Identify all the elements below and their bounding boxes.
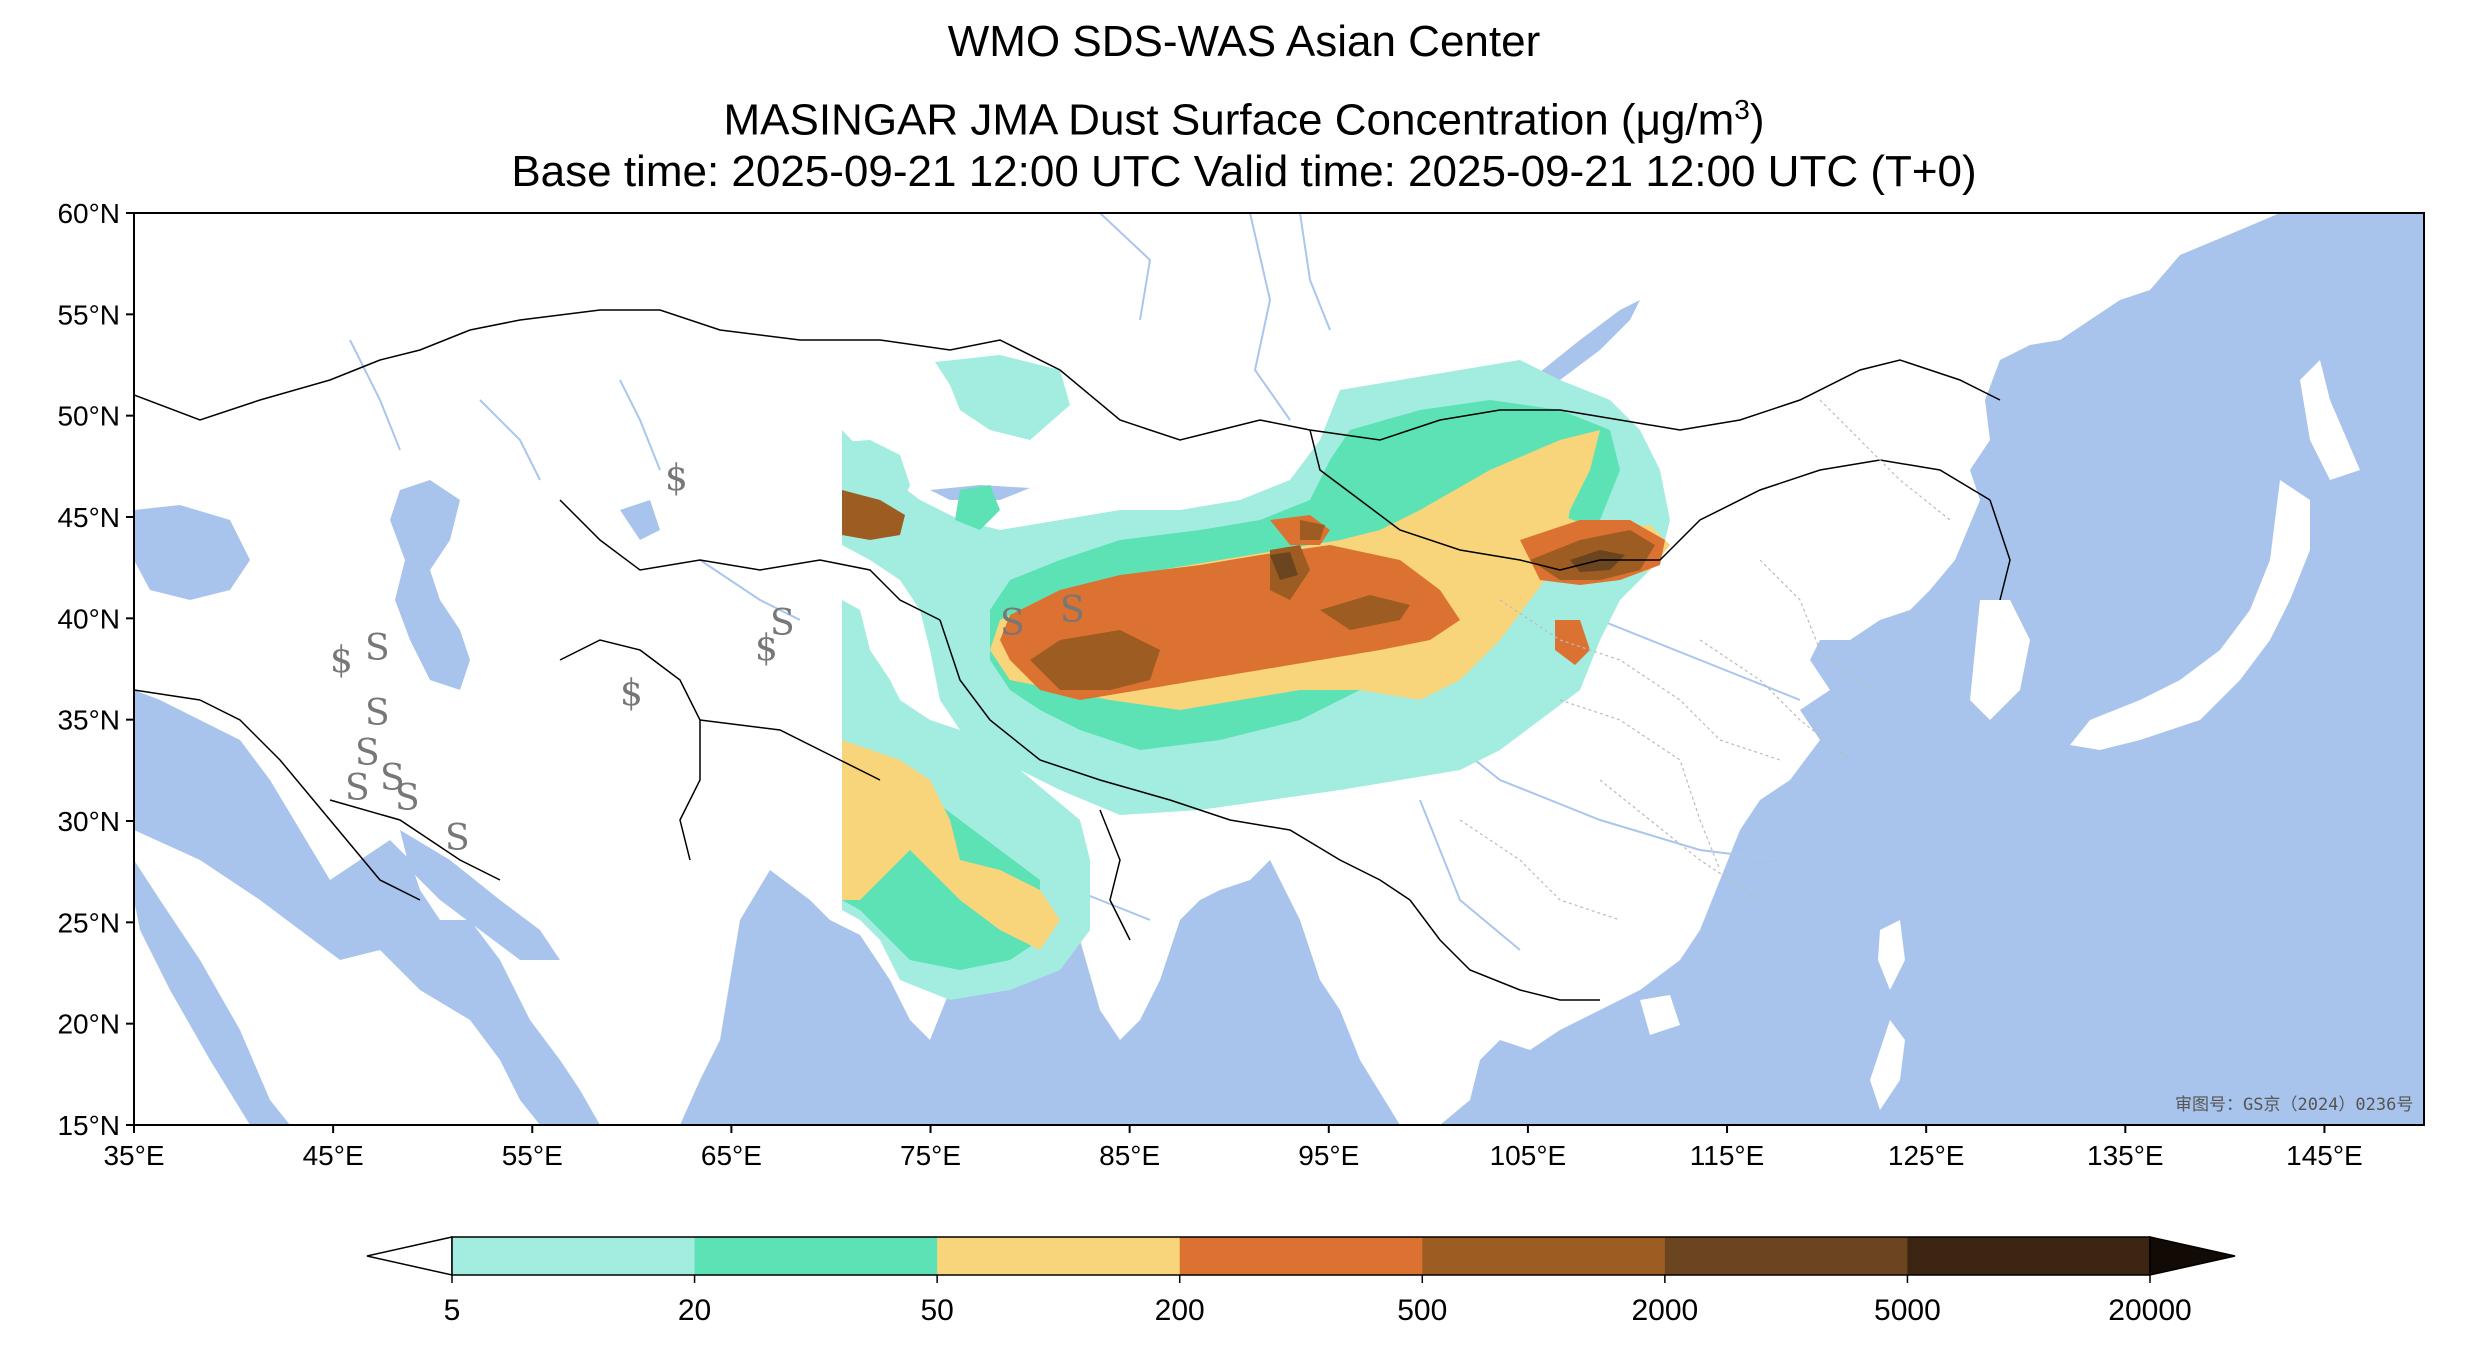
lon-tick-label: 55°E xyxy=(502,1140,563,1171)
marker-s: S xyxy=(1000,603,1025,644)
colorbar-segment xyxy=(1664,1237,1908,1275)
lon-tick-label: 135°E xyxy=(2087,1140,2164,1171)
marker-s: $ xyxy=(755,628,778,669)
marker-s: S xyxy=(365,693,390,734)
wetland-markers: S S S S S $ S S $ $ $ S S S xyxy=(330,458,1085,859)
marker-s: S xyxy=(1060,590,1085,631)
red-sea xyxy=(134,860,290,1125)
colorbar-label: 20000 xyxy=(2108,1294,2191,1327)
lat-tick-label: 35°N xyxy=(57,705,120,736)
time-info: Base time: 2025-09-21 12:00 UTC Valid ti… xyxy=(511,147,1977,196)
lon-tick-label: 95°E xyxy=(1298,1140,1359,1171)
marker-s: S xyxy=(345,768,370,809)
colorbar-segment xyxy=(452,1237,696,1275)
province-borders xyxy=(1459,399,1951,921)
lat-tick-label: 60°N xyxy=(57,198,120,229)
colorbar-segment xyxy=(1422,1237,1666,1275)
persian-gulf xyxy=(400,830,560,960)
lat-tick-label: 55°N xyxy=(57,299,120,330)
dust-contours xyxy=(842,355,1670,1000)
caspian-sea xyxy=(390,480,470,690)
lat-tick-label: 30°N xyxy=(57,806,120,837)
map-area: S S S S S $ S S $ $ $ S S S 审图号：GS京（2024… xyxy=(134,213,2424,1125)
colorbar-label: 500 xyxy=(1397,1294,1447,1327)
lat-tick-label: 50°N xyxy=(57,401,120,432)
colorbar-segment xyxy=(694,1237,938,1275)
land-korea xyxy=(1970,600,2030,720)
land-philippines xyxy=(1870,1020,1905,1110)
colorbar-segment xyxy=(937,1237,1181,1275)
land-taiwan xyxy=(1878,920,1905,990)
map-approval-number: 审图号：GS京（2024）0236号 xyxy=(2175,1095,2413,1115)
chart-subtitle: MASINGAR JMA Dust Surface Concentration … xyxy=(723,94,1765,145)
colorbar-label: 50 xyxy=(920,1294,953,1327)
colorbar: 5 20 50 200 500 2000 5000 20000 xyxy=(366,1236,2236,1327)
marker-s: $ xyxy=(665,458,688,499)
lon-tick-label: 45°E xyxy=(303,1140,364,1171)
lat-tick-label: 40°N xyxy=(57,603,120,634)
mu-symbol: μ xyxy=(1635,95,1661,145)
colorbar-label: 5000 xyxy=(1874,1294,1941,1327)
marker-s: S xyxy=(395,778,420,819)
lon-tick-label: 115°E xyxy=(1690,1140,1765,1171)
marker-s: S xyxy=(445,818,470,859)
lon-tick-label: 125°E xyxy=(1888,1140,1965,1171)
colorbar-segment xyxy=(1179,1237,1423,1275)
lat-tick-label: 45°N xyxy=(57,502,120,533)
colorbar-extend-max xyxy=(2149,1236,2236,1276)
land-japan xyxy=(2070,480,2310,750)
lon-tick-label: 105°E xyxy=(1490,1140,1567,1171)
lat-tick-label: 20°N xyxy=(57,1009,120,1040)
lat-tick-label: 25°N xyxy=(57,907,120,938)
marker-s: $ xyxy=(330,640,353,681)
colorbar-label: 20 xyxy=(678,1294,711,1327)
colorbar-frame xyxy=(451,1236,2151,1276)
marker-s: S xyxy=(365,628,390,669)
marker-s: S xyxy=(355,733,380,774)
colorbar-label: 5 xyxy=(444,1294,461,1327)
lon-tick-label: 35°E xyxy=(103,1140,164,1171)
marker-s: S xyxy=(380,758,405,799)
colorbar-label: 2000 xyxy=(1631,1294,1698,1327)
land-hainan xyxy=(1640,995,1680,1035)
colorbar-segment xyxy=(1907,1237,2151,1275)
colorbar-extend-min xyxy=(366,1236,453,1276)
marker-s: $ xyxy=(620,673,643,714)
latitude-axis: 60°N 55°N 50°N 45°N 40°N 35°N 30°N 25°N 20°N 15°N xyxy=(57,198,134,1141)
lon-tick-label: 145°E xyxy=(2286,1140,2363,1171)
chart-title: WMO SDS-WAS Asian Center xyxy=(947,17,1541,66)
country-borders xyxy=(134,309,2011,1001)
lat-tick-label: 15°N xyxy=(57,1110,120,1141)
lake-baikal xyxy=(1530,300,1640,380)
dust-level-50 xyxy=(842,430,1670,950)
longitude-axis: 35°E 45°E 55°E 65°E 75°E 85°E 95°E 105°E 115°E 12… xyxy=(103,1125,2363,1171)
colorbar-label: 200 xyxy=(1155,1294,1205,1327)
lon-tick-label: 85°E xyxy=(1099,1140,1160,1171)
lon-tick-label: 65°E xyxy=(701,1140,762,1171)
map-frame xyxy=(133,212,2425,1126)
marker-s: S xyxy=(770,603,795,644)
black-sea xyxy=(134,505,250,600)
land-hokkaido xyxy=(2300,360,2360,480)
aral-sea xyxy=(620,500,660,540)
lon-tick-label: 75°E xyxy=(900,1140,961,1171)
